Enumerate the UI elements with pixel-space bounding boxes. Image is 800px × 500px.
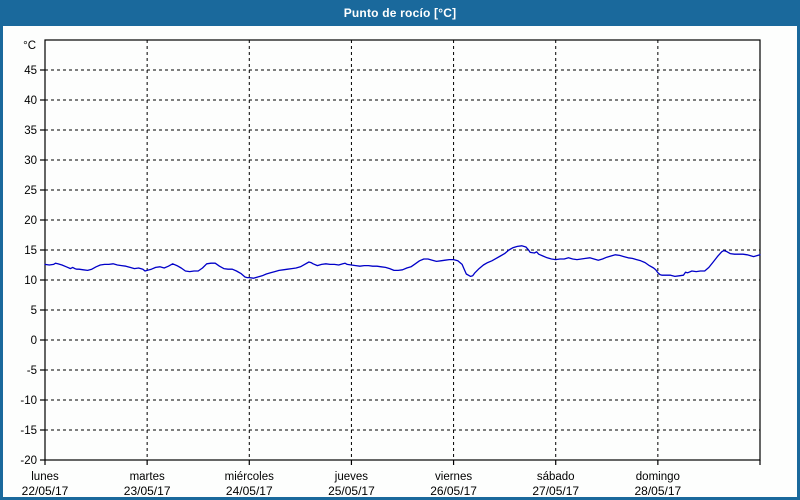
y-tick-label: 40 <box>24 95 37 107</box>
chart-canvas: 45 40 35 30 25 20 15 10 5 0 -5 -10 -15 -20 °C lunes22/0… <box>20 39 761 497</box>
y-tick-label: -15 <box>20 425 37 437</box>
title-bar: Punto de rocío [°C] <box>0 0 800 26</box>
x-day-date-label: 26/05/17 <box>430 484 477 497</box>
x-day-date-label: 28/05/17 <box>634 484 681 497</box>
dewpoint-line <box>44 245 761 279</box>
y-tick-label: 45 <box>24 65 37 77</box>
x-day-name-label: lunes <box>31 471 59 483</box>
chart-content: 45 40 35 30 25 20 15 10 5 0 -5 -10 -15 -20 °C lunes 22/0… <box>3 26 797 497</box>
x-day-date-label: 27/05/17 <box>532 484 579 497</box>
y-axis-unit-label: °C <box>23 40 36 52</box>
y-tick-label: 25 <box>24 185 37 197</box>
y-tick-label: 20 <box>24 215 37 227</box>
y-tick-label: 15 <box>24 245 37 257</box>
x-day-name-label: miércoles <box>225 471 274 483</box>
x-day-date-label: 22/05/17 <box>22 484 69 497</box>
y-tick-label: 0 <box>31 335 37 347</box>
x-day-name-label: domingo <box>636 471 680 483</box>
y-tick-label: -5 <box>27 365 37 377</box>
y-tick-label: 5 <box>31 305 37 317</box>
y-tick-label: 10 <box>24 275 37 287</box>
y-tick-label: -20 <box>20 455 37 467</box>
x-day-name-label: viernes <box>435 471 472 483</box>
x-day-name-label: sábado <box>537 471 575 483</box>
x-day-date-label: 23/05/17 <box>124 484 171 497</box>
x-day-name-label: jueves <box>334 471 368 483</box>
x-day-date-label: 24/05/17 <box>226 484 273 497</box>
x-day-name-label: martes <box>130 471 165 483</box>
x-day-date-label: 25/05/17 <box>328 484 375 497</box>
y-tick-label: 30 <box>24 155 37 167</box>
y-tick-label: -10 <box>20 395 37 407</box>
chart-title: Punto de rocío [°C] <box>343 6 457 20</box>
y-tick-label: 35 <box>24 125 37 137</box>
